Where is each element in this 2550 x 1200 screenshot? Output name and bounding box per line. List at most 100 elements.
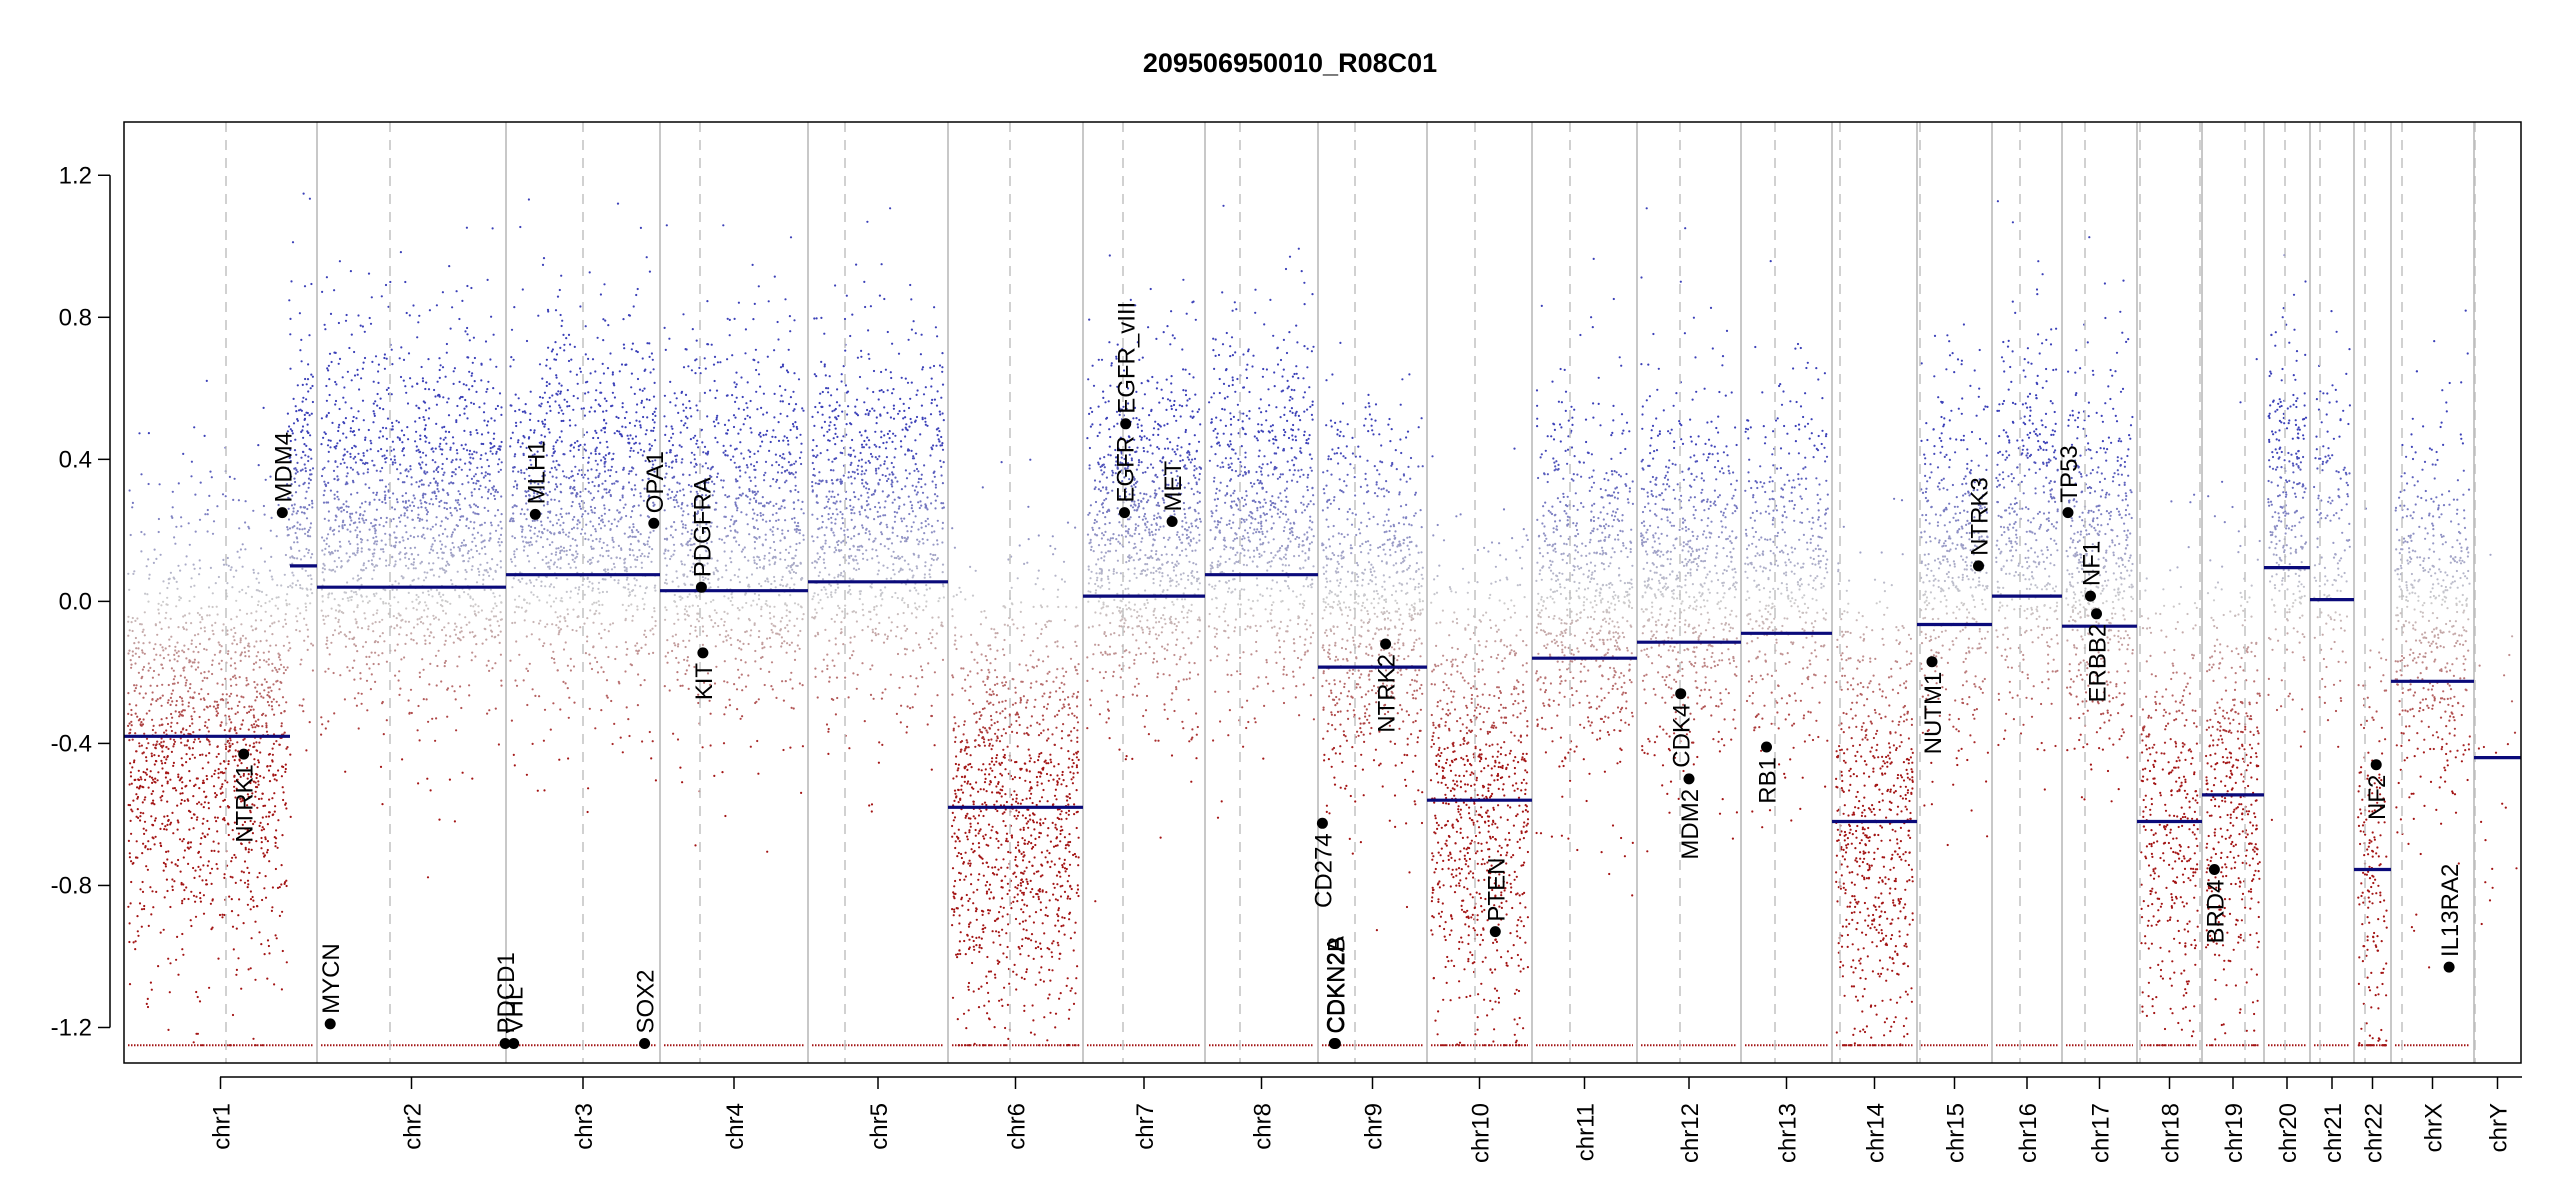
probe-point [772,429,775,432]
probe-point [375,508,378,511]
probe-point [403,512,406,515]
probe-point [649,447,652,450]
probe-point [331,421,334,424]
probe-point [239,727,242,731]
probe-point [147,600,150,603]
probe-point [653,421,656,424]
probe-point [231,642,234,645]
probe-point [321,571,324,574]
probe-point [170,750,173,754]
probe-point [404,280,407,284]
probe-point [638,388,642,391]
probe-point [257,464,260,467]
probe-point [455,458,458,461]
probe-point [595,538,598,541]
probe-point [674,528,677,532]
probe-point [204,721,207,724]
probe-point [498,594,501,597]
probe-point [139,623,142,626]
probe-point [289,448,292,451]
probe-point [594,530,598,533]
probe-point [531,519,534,523]
probe-point [717,624,720,628]
probe-point [513,611,517,614]
probe-point [652,368,655,371]
probe-point [587,477,590,480]
probe-point [255,661,258,664]
probe-point [207,801,210,805]
probe-point [175,605,178,608]
probe-point [286,534,289,537]
probe-point [757,285,760,288]
probe-point [595,601,598,604]
probe-point [214,816,217,819]
probe-point [290,504,294,507]
probe-point [288,527,292,530]
probe-point [562,521,565,525]
probe-point [792,425,795,428]
probe-point [458,493,462,496]
probe-point [302,450,305,454]
probe-point [398,614,401,617]
probe-point [547,561,550,564]
probe-point [278,914,281,918]
probe-point [441,462,444,466]
probe-point [768,605,772,608]
probe-point [533,429,536,432]
probe-point [337,603,340,607]
probe-point [573,441,577,444]
probe-point [527,524,531,527]
probe-point [344,770,347,773]
probe-point [156,740,159,743]
probe-point [405,475,409,478]
probe-point [466,284,469,288]
probe-point [493,497,497,501]
probe-point [375,592,378,595]
probe-point [497,524,500,527]
probe-point [179,713,182,716]
probe-point [345,436,348,439]
probe-point [372,662,375,666]
probe-point [436,487,439,491]
probe-point [157,771,160,774]
probe-point [621,402,624,405]
probe-point [768,519,772,523]
probe-point [197,865,200,869]
probe-point [440,680,443,683]
probe-point [216,712,220,715]
probe-point [204,513,207,516]
probe-point [221,818,225,821]
probe-point [456,665,459,668]
probe-point [665,527,668,530]
probe-point [451,541,454,545]
probe-point [173,658,176,661]
probe-point [555,577,558,580]
probe-point [361,600,364,603]
probe-point [599,527,603,530]
probe-point [288,425,291,428]
probe-point [349,530,352,533]
probe-point [549,367,552,370]
probe-point [466,517,469,520]
probe-point [277,620,280,623]
probe-point [630,603,633,606]
probe-point [128,739,131,742]
probe-point [663,394,667,397]
probe-point [652,429,655,432]
probe-point [247,585,250,588]
probe-point [606,544,609,547]
probe-point [340,510,343,513]
probe-point [573,479,576,482]
probe-point [493,494,496,497]
probe-point [465,384,468,387]
probe-point [441,599,444,602]
probe-point [297,409,301,412]
probe-point [234,667,237,670]
probe-point [368,667,371,670]
probe-point [715,418,718,421]
probe-point [400,514,403,517]
probe-point [423,418,426,421]
probe-point [157,673,160,676]
probe-point [622,468,625,471]
probe-point [587,391,590,394]
